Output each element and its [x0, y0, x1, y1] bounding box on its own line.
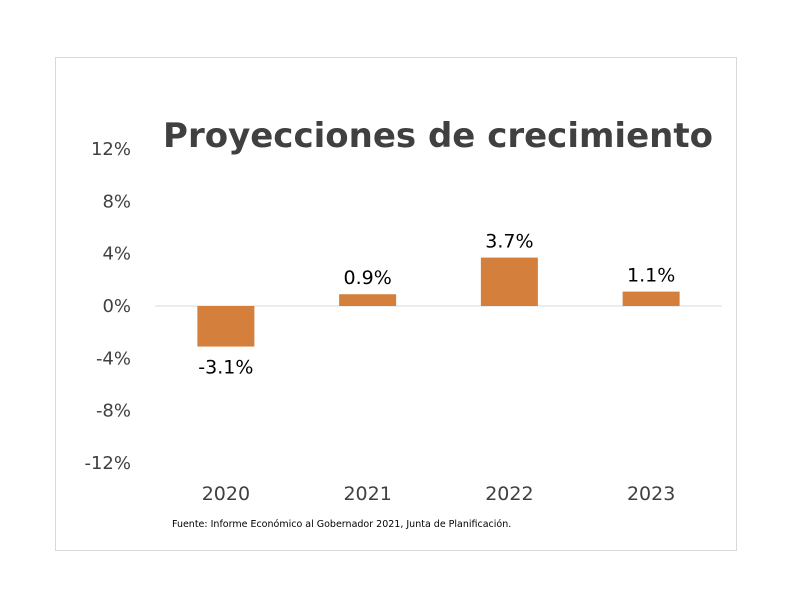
chart-title: Proyecciones de crecimiento — [163, 116, 713, 156]
bar — [480, 257, 538, 306]
data-label: -3.1% — [198, 357, 253, 379]
y-tick-label: -4% — [96, 348, 131, 369]
y-tick-label: 8% — [102, 191, 131, 212]
data-label: 0.9% — [343, 267, 391, 289]
y-tick-label: -8% — [96, 401, 131, 422]
y-tick-label: 12% — [91, 139, 131, 160]
data-label: 1.1% — [627, 265, 675, 287]
data-label: 3.7% — [485, 231, 533, 253]
bar — [622, 291, 680, 306]
x-tick-label: 2020 — [202, 483, 250, 505]
y-tick-label: 0% — [102, 296, 131, 317]
y-axis-ticks: 12% 8% 4% 0% -4% -8% -12% — [84, 139, 131, 474]
y-tick-label: 4% — [102, 244, 131, 265]
x-tick-label: 2023 — [627, 483, 675, 505]
x-tick-label: 2021 — [343, 483, 391, 505]
x-tick-label: 2022 — [485, 483, 533, 505]
y-tick-label: -12% — [84, 453, 131, 474]
data-labels: -3.1% 0.9% 3.7% 1.1% — [198, 231, 675, 379]
bar — [339, 294, 397, 306]
chart-frame — [55, 57, 737, 551]
bar — [197, 306, 255, 347]
x-axis-ticks: 2020 2021 2022 2023 — [202, 483, 676, 505]
bars — [197, 257, 680, 347]
source-note: Fuente: Informe Económico al Gobernador … — [172, 519, 511, 530]
